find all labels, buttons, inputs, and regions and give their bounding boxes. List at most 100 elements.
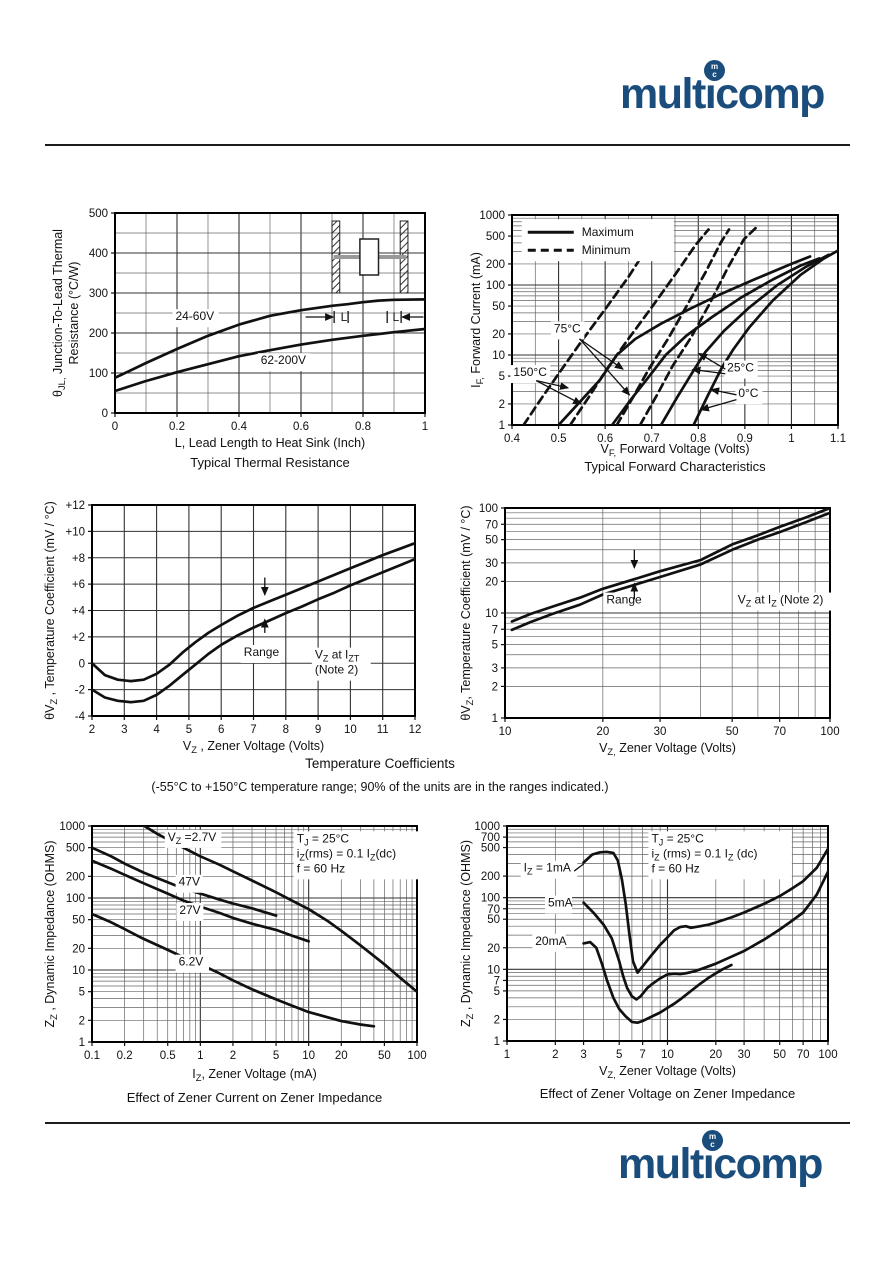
svg-text:70: 70 [485, 519, 498, 531]
svg-text:0.9: 0.9 [737, 433, 753, 445]
svg-text:0.5: 0.5 [551, 433, 567, 445]
svg-text:θVZ, Temperature Coefficient (: θVZ, Temperature Coefficient (mV / °C) [459, 505, 475, 720]
svg-text:1: 1 [504, 1049, 510, 1061]
svg-text:62-200V: 62-200V [261, 353, 306, 367]
svg-text:TJ = 25°C: TJ = 25°C [297, 831, 350, 847]
svg-text:IF, Forward Current (mA): IF, Forward Current (mA) [469, 252, 485, 388]
svg-text:ZZ , Dynamic Impedance (OHMS): ZZ , Dynamic Impedance (OHMS) [43, 840, 59, 1027]
zener-current-impedance-plot: 0.1 0.2 0.5 1 2 5 10 20 50 100 1 2 5 10 20 50 100 200 500 1… [43, 821, 427, 1105]
svg-text:10: 10 [302, 1050, 315, 1062]
svg-text:VZ, Zener Voltage (Volts): VZ, Zener Voltage (Volts) [599, 1064, 736, 1080]
svg-text:f = 60 Hz: f = 60 Hz [651, 861, 699, 875]
svg-text:5: 5 [186, 724, 192, 736]
svg-text:L: L [341, 310, 348, 324]
svg-text:0: 0 [102, 408, 108, 420]
svg-text:50: 50 [773, 1049, 786, 1061]
svg-text:100: 100 [89, 368, 108, 380]
svg-text:6.2V: 6.2V [179, 955, 204, 969]
svg-text:1000: 1000 [59, 821, 85, 833]
svg-text:2: 2 [499, 399, 505, 411]
svg-text:5: 5 [616, 1049, 622, 1061]
svg-text:10: 10 [487, 964, 500, 976]
svg-text:0.8: 0.8 [690, 433, 706, 445]
svg-text:2: 2 [494, 1014, 500, 1026]
svg-text:50: 50 [72, 915, 85, 927]
svg-text:47V: 47V [179, 875, 200, 889]
svg-text:5mA: 5mA [548, 896, 573, 910]
svg-text:100: 100 [479, 503, 498, 515]
svg-text:500: 500 [481, 843, 500, 855]
svg-text:5: 5 [492, 640, 498, 652]
svg-text:100: 100 [66, 893, 85, 905]
svg-text:+4: +4 [72, 606, 86, 618]
svg-text:TJ = 25°C: TJ = 25°C [651, 831, 704, 847]
svg-text:70: 70 [797, 1049, 810, 1061]
svg-text:VZ at IZT: VZ at IZT [315, 648, 360, 664]
svg-text:7: 7 [492, 624, 498, 636]
svg-text:L, Lead Length to Heat Sink (: L, Lead Length to Heat Sink (Inch) [175, 436, 365, 450]
temp-coefficient-high-plot: 10 20 30 50 70 100 1 2 3 5 7 10 20 30 50 70 100 VZ, Zener… [459, 503, 847, 757]
svg-text:0.6: 0.6 [293, 421, 309, 433]
svg-text:50: 50 [378, 1050, 391, 1062]
svg-text:10: 10 [344, 724, 357, 736]
svg-text:20: 20 [596, 726, 609, 738]
svg-text:(Note 2): (Note 2) [315, 663, 358, 677]
svg-text:20mA: 20mA [535, 934, 566, 948]
svg-text:0°C: 0°C [738, 386, 758, 400]
svg-text:1: 1 [494, 1036, 500, 1048]
svg-text:10: 10 [72, 965, 85, 977]
svg-text:20: 20 [485, 576, 498, 588]
forward-characteristics-plot: 0.4 0.5 0.6 0.7 0.8 0.9 1 1.1 1 2 5 10 20 50 100 200 500… [469, 210, 846, 474]
svg-text:0.6: 0.6 [597, 433, 613, 445]
svg-text:50: 50 [485, 535, 498, 547]
svg-text:20: 20 [709, 1049, 722, 1061]
svg-text:5: 5 [79, 987, 85, 999]
svg-text:150°C: 150°C [513, 365, 547, 379]
logo-wordmark: multıcomp [618, 1140, 823, 1188]
svg-text:7: 7 [494, 975, 500, 987]
svg-text:θVZ , Temperature Coefficient: θVZ , Temperature Coefficient (mV / °C) [43, 501, 59, 720]
svg-text:6: 6 [218, 724, 224, 736]
forward-characteristics-chart: 0.4 0.5 0.6 0.7 0.8 0.9 1 1.1 1 2 5 10 20 50 100 200 500… [450, 195, 890, 490]
svg-text:8: 8 [283, 724, 289, 736]
svg-text:11: 11 [377, 724, 389, 736]
svg-text:0.2: 0.2 [117, 1050, 133, 1062]
svg-text:0.4: 0.4 [504, 433, 521, 445]
svg-text:L: L [392, 310, 399, 324]
svg-text:50: 50 [492, 301, 505, 313]
temperature-range-note: (-55°C to +150°C temperature range; 90% … [151, 780, 609, 794]
svg-text:Resistance (°C/W): Resistance (°C/W) [67, 262, 81, 365]
thermal-resistance-chart: 0 0.2 0.4 0.6 0.8 1 0 100 200 300 400 500 L, Lead Le… [30, 195, 460, 490]
svg-text:2: 2 [89, 724, 95, 736]
svg-text:Range: Range [244, 645, 280, 659]
svg-text:5: 5 [494, 986, 500, 998]
svg-text:10: 10 [492, 350, 505, 362]
svg-text:3: 3 [492, 663, 498, 675]
svg-text:5: 5 [499, 371, 505, 383]
svg-text:+12: +12 [65, 500, 85, 512]
svg-text:7: 7 [250, 724, 256, 736]
svg-text:100: 100 [486, 280, 505, 292]
svg-text:0.8: 0.8 [355, 421, 371, 433]
svg-text:50: 50 [726, 726, 739, 738]
svg-text:100: 100 [818, 1049, 837, 1061]
svg-text:IZ, Zener Voltage (mA): IZ, Zener Voltage (mA) [192, 1067, 317, 1083]
svg-text:1000: 1000 [474, 821, 500, 833]
svg-text:30: 30 [654, 726, 667, 738]
svg-text:27V: 27V [179, 903, 200, 917]
svg-text:Maximum: Maximum [582, 225, 634, 239]
svg-text:30: 30 [738, 1049, 751, 1061]
svg-text:-4: -4 [75, 711, 86, 723]
svg-text:3: 3 [121, 724, 127, 736]
svg-text:3: 3 [580, 1049, 586, 1061]
svg-text:2: 2 [492, 681, 498, 693]
svg-text:VZ =2.7V: VZ =2.7V [168, 830, 217, 846]
svg-text:+8: +8 [72, 553, 85, 565]
svg-text:1: 1 [492, 713, 498, 725]
svg-text:10: 10 [499, 726, 512, 738]
footer-rule [45, 1122, 850, 1124]
svg-text:Minimum: Minimum [582, 243, 631, 257]
svg-text:500: 500 [89, 208, 108, 220]
svg-text:300: 300 [89, 288, 108, 300]
